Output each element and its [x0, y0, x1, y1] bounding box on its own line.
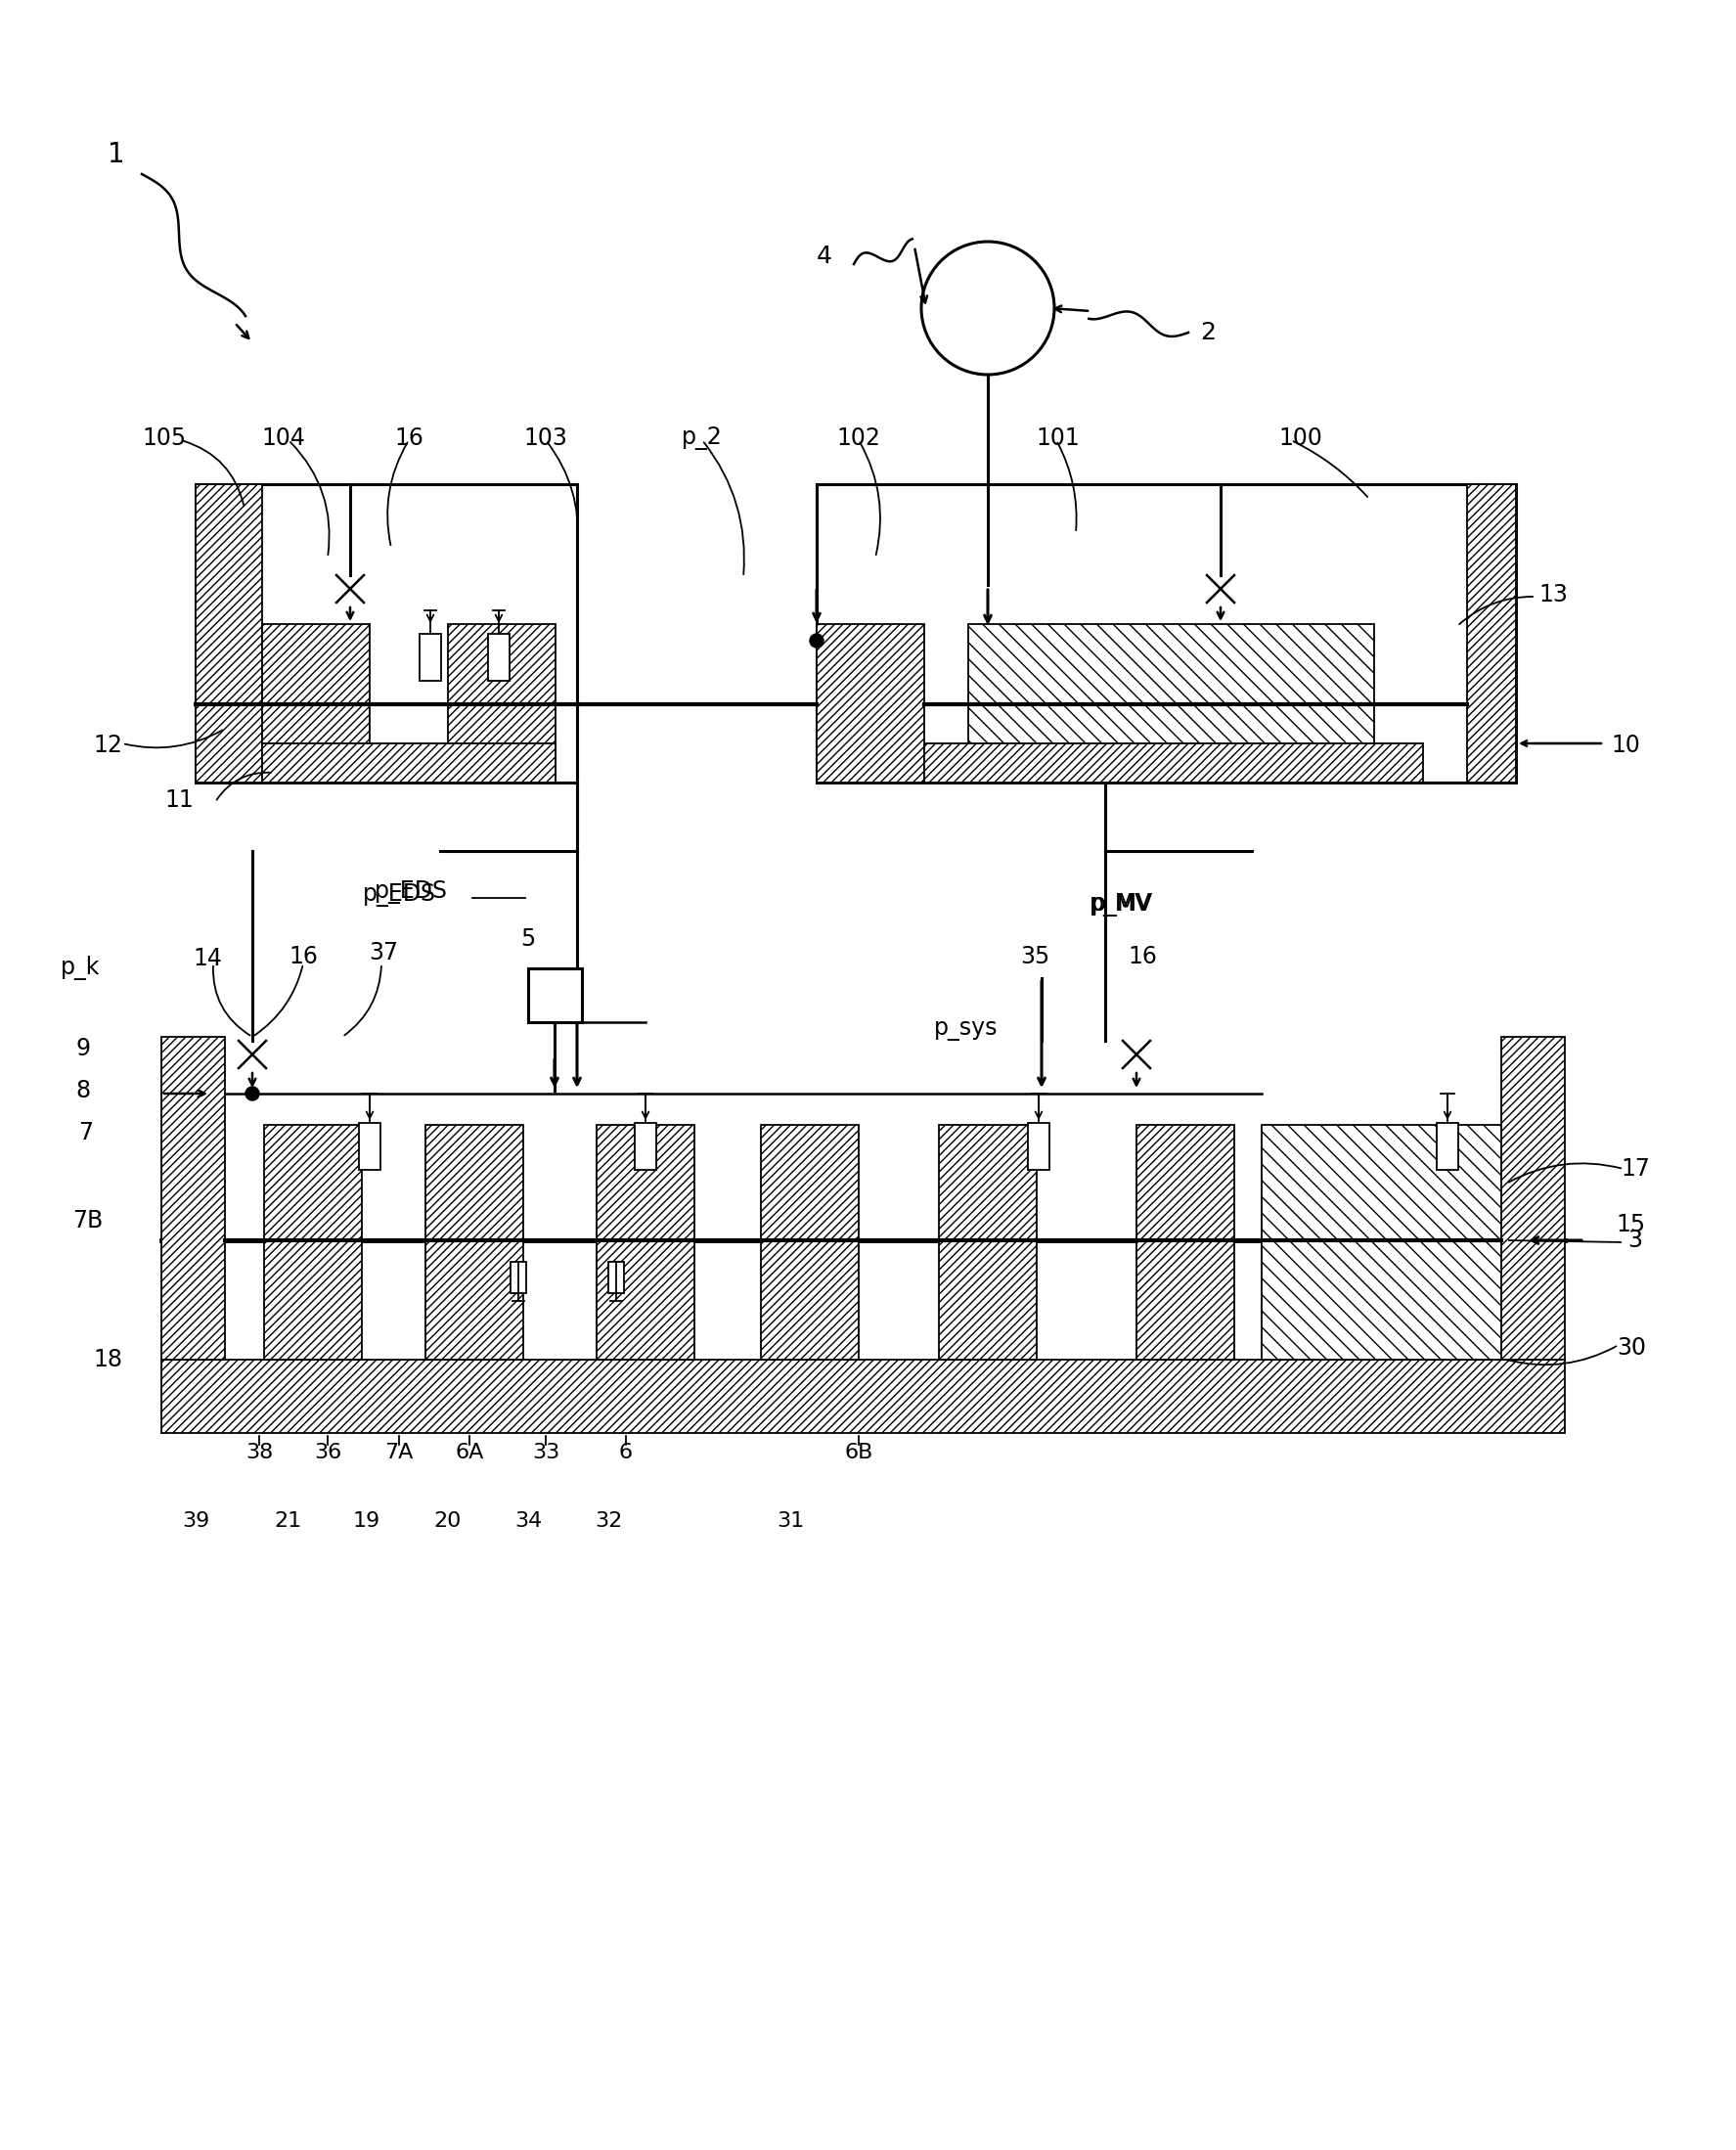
Text: 18: 18: [94, 1348, 122, 1372]
Bar: [161, 1036, 226, 1359]
Bar: [969, 624, 1375, 783]
Text: 101: 101: [1036, 426, 1080, 449]
Bar: [488, 634, 510, 682]
Bar: [196, 484, 262, 783]
Text: 9: 9: [76, 1036, 90, 1060]
Text: p_EDS: p_EDS: [363, 884, 436, 907]
Text: 33: 33: [531, 1443, 559, 1462]
Bar: [262, 744, 556, 783]
Text: 16: 16: [288, 944, 318, 968]
Bar: [1467, 484, 1516, 783]
Text: 16: 16: [394, 426, 424, 449]
Text: 103: 103: [524, 426, 568, 449]
Text: 8: 8: [76, 1079, 90, 1103]
Text: 7A: 7A: [385, 1443, 413, 1462]
Bar: [510, 1262, 526, 1292]
Text: 36: 36: [314, 1443, 342, 1462]
Bar: [448, 624, 556, 783]
Text: 5: 5: [521, 927, 536, 950]
Text: 20: 20: [434, 1511, 462, 1531]
Text: 100: 100: [1279, 426, 1323, 449]
Text: 6A: 6A: [455, 1443, 484, 1462]
Text: 7B: 7B: [73, 1208, 102, 1232]
Bar: [608, 1262, 623, 1292]
Bar: [1502, 1036, 1564, 1359]
Text: 11: 11: [165, 789, 194, 813]
Text: 4: 4: [816, 245, 832, 269]
Bar: [420, 634, 441, 682]
Bar: [1262, 1124, 1531, 1359]
Text: 6: 6: [620, 1443, 634, 1462]
Text: 105: 105: [142, 426, 186, 449]
Text: 10: 10: [1611, 733, 1641, 757]
Bar: [359, 1122, 380, 1170]
Bar: [924, 744, 1424, 783]
Bar: [264, 1124, 361, 1359]
Text: 21: 21: [274, 1511, 302, 1531]
Text: 38: 38: [245, 1443, 273, 1462]
Bar: [1437, 1122, 1458, 1170]
Text: 13: 13: [1538, 583, 1568, 606]
Bar: [528, 968, 582, 1021]
Text: 104: 104: [262, 426, 306, 449]
Bar: [262, 624, 370, 783]
Bar: [760, 1124, 859, 1359]
Text: p_MV: p_MV: [1088, 892, 1151, 916]
Circle shape: [809, 634, 823, 647]
Bar: [597, 1124, 694, 1359]
Bar: [939, 1124, 1036, 1359]
Bar: [1028, 1122, 1050, 1170]
Bar: [161, 1359, 1564, 1434]
Bar: [816, 484, 1516, 783]
Text: 30: 30: [1616, 1335, 1646, 1359]
Text: 6B: 6B: [844, 1443, 873, 1462]
Text: 37: 37: [368, 942, 398, 965]
Text: 14: 14: [193, 946, 222, 970]
Text: 7: 7: [78, 1120, 94, 1144]
Text: p_MV: p_MV: [1092, 892, 1154, 916]
Bar: [425, 1124, 523, 1359]
Text: 32: 32: [594, 1511, 621, 1531]
Bar: [1137, 1124, 1234, 1359]
Text: 12: 12: [94, 733, 122, 757]
Text: p_EDS: p_EDS: [373, 879, 448, 903]
Text: p_sys: p_sys: [934, 1017, 998, 1041]
Circle shape: [245, 1086, 259, 1101]
Bar: [635, 1122, 656, 1170]
Text: 2: 2: [1200, 320, 1215, 344]
Bar: [196, 484, 576, 783]
Text: 39: 39: [182, 1511, 210, 1531]
Text: 34: 34: [514, 1511, 542, 1531]
Text: 16: 16: [1128, 944, 1156, 968]
Text: 3: 3: [1628, 1228, 1642, 1251]
Text: 31: 31: [776, 1511, 804, 1531]
Text: 15: 15: [1616, 1213, 1646, 1236]
Text: 1: 1: [108, 142, 125, 168]
Bar: [816, 624, 924, 783]
Text: p_2: p_2: [682, 426, 722, 449]
Text: 35: 35: [1021, 944, 1050, 968]
Text: p_k: p_k: [61, 957, 99, 980]
Circle shape: [922, 241, 1054, 374]
Text: 19: 19: [352, 1511, 380, 1531]
Text: 102: 102: [837, 426, 880, 449]
Text: 17: 17: [1621, 1157, 1649, 1180]
